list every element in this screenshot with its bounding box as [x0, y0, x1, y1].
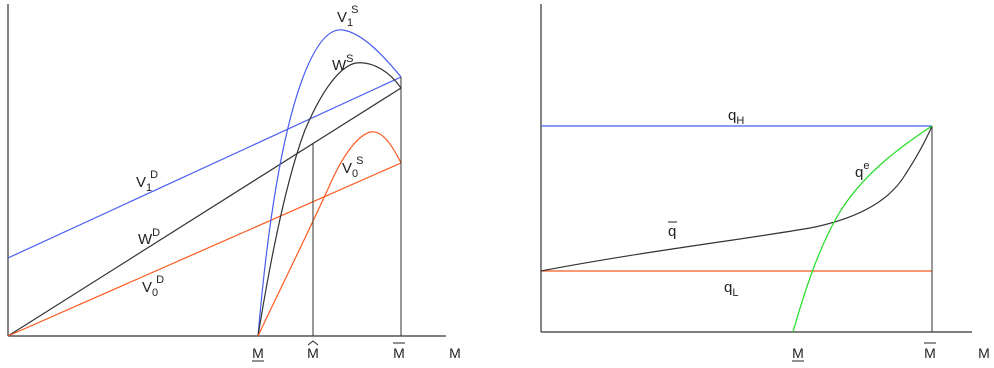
label-ws: WS	[332, 53, 354, 74]
svg-text:M: M	[252, 345, 264, 361]
tick-m-hat: M	[307, 340, 319, 361]
label-qh: qH	[728, 107, 744, 127]
svg-text:q: q	[668, 223, 676, 240]
left-panel: V1S WS V0S V1D WD V0D M M M M	[7, 4, 461, 362]
svg-text:M: M	[307, 345, 319, 361]
left-axis-label-m: M	[449, 345, 461, 361]
label-qe: qe	[855, 160, 869, 181]
label-v0s: V0S	[342, 155, 363, 180]
tick-m-bar: M	[393, 342, 405, 361]
qe-curve	[792, 125, 933, 333]
v1d-line	[7, 76, 402, 259]
svg-text:M: M	[924, 345, 936, 361]
v0s-curve	[257, 131, 402, 337]
right-tick-m-low: M	[792, 345, 804, 362]
right-axis-label-m: M	[978, 345, 990, 361]
v0d-line	[7, 162, 402, 337]
right-panel: qH qe q qL M M M	[540, 4, 990, 362]
label-v0d: V0D	[142, 274, 164, 299]
right-tick-m-bar: M	[924, 342, 936, 361]
label-v1d: V1D	[136, 169, 158, 194]
svg-text:M: M	[792, 345, 804, 361]
v1s-curve	[257, 29, 402, 337]
ws-curve	[257, 62, 402, 337]
label-qbar: q	[668, 221, 677, 240]
tick-m-low: M	[252, 345, 264, 362]
wd-line	[7, 87, 402, 337]
svg-text:M: M	[393, 345, 405, 361]
qbar-curve	[540, 125, 933, 272]
label-v1s: V1S	[337, 4, 358, 29]
label-ql: qL	[724, 279, 738, 299]
label-wd: WD	[138, 227, 160, 248]
